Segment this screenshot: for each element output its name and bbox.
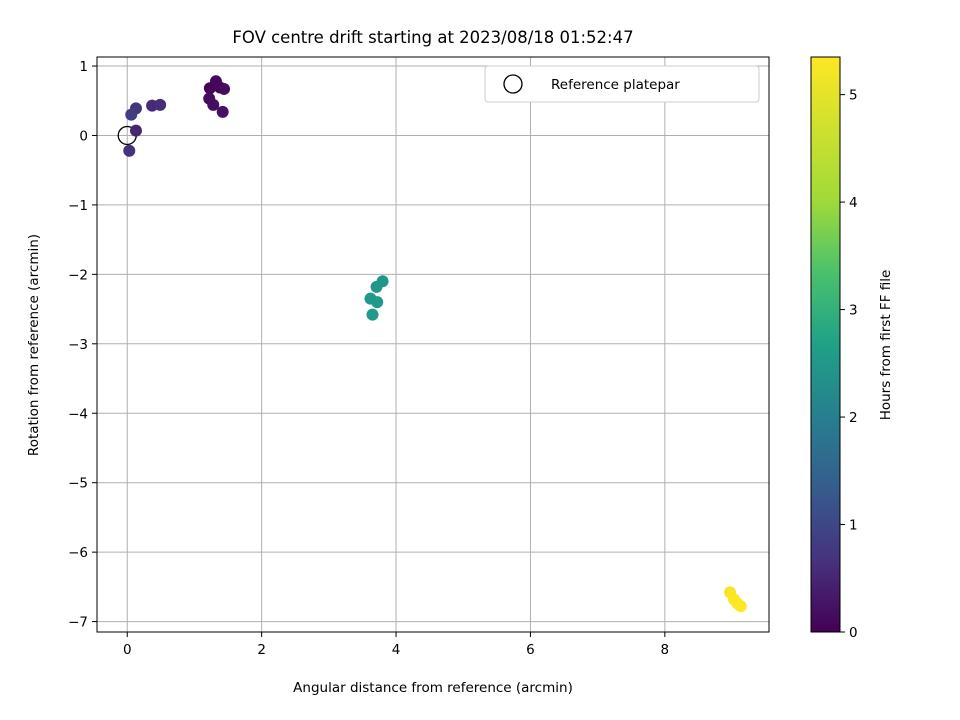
plot-frame bbox=[96, 56, 770, 633]
y-tick-label: −6 bbox=[68, 545, 88, 561]
y-axis-label: Rotation from reference (arcmin) bbox=[26, 234, 42, 456]
x-tick-label: 4 bbox=[392, 642, 401, 658]
y-tick-label: −4 bbox=[68, 406, 88, 422]
y-ticks: 1 0 −1 −2 −3 −4 −5 −6 −7 bbox=[68, 59, 97, 631]
data-point bbox=[207, 98, 220, 111]
data-point bbox=[125, 108, 138, 121]
data-point bbox=[366, 308, 379, 321]
data-point bbox=[123, 144, 136, 157]
legend: Reference platepar bbox=[484, 65, 760, 103]
x-ticks: 0 2 4 6 8 bbox=[123, 632, 669, 658]
colorbar-tick-label: 2 bbox=[849, 410, 858, 426]
y-tick-label: −2 bbox=[68, 267, 88, 283]
data-point bbox=[129, 124, 142, 137]
x-tick-label: 2 bbox=[257, 642, 266, 658]
x-tick-label: 6 bbox=[526, 642, 535, 658]
y-tick-label: −7 bbox=[68, 615, 88, 631]
data-point bbox=[216, 105, 229, 118]
data-point bbox=[734, 600, 747, 613]
legend-entry-label: Reference platepar bbox=[551, 77, 680, 93]
colorbar-tick-label: 1 bbox=[849, 518, 858, 534]
colorbar bbox=[810, 56, 841, 633]
data-point bbox=[370, 280, 383, 293]
points-layer bbox=[123, 75, 747, 613]
colorbar-ticks: 0 1 2 3 4 5 bbox=[840, 88, 858, 641]
colorbar-tick-label: 5 bbox=[849, 88, 858, 104]
colorbar-tick-label: 3 bbox=[849, 303, 858, 319]
grid bbox=[97, 57, 769, 632]
y-tick-label: 0 bbox=[79, 128, 88, 144]
data-point bbox=[154, 98, 167, 111]
y-tick-label: −1 bbox=[68, 198, 88, 214]
colorbar-tick-label: 0 bbox=[849, 625, 858, 641]
data-point bbox=[218, 82, 231, 95]
chart-title: FOV centre drift starting at 2023/08/18 … bbox=[232, 28, 633, 47]
colorbar-tick-label: 4 bbox=[849, 195, 858, 211]
legend-marker-circle-icon bbox=[503, 74, 523, 94]
x-axis-label: Angular distance from reference (arcmin) bbox=[293, 680, 573, 696]
data-point bbox=[371, 296, 384, 309]
y-tick-label: −3 bbox=[68, 337, 88, 353]
y-tick-label: 1 bbox=[79, 59, 88, 75]
colorbar-label: Hours from first FF file bbox=[878, 270, 894, 421]
y-tick-label: −5 bbox=[68, 476, 88, 492]
x-tick-label: 8 bbox=[661, 642, 670, 658]
legend-box bbox=[484, 65, 760, 103]
x-tick-label: 0 bbox=[123, 642, 132, 658]
